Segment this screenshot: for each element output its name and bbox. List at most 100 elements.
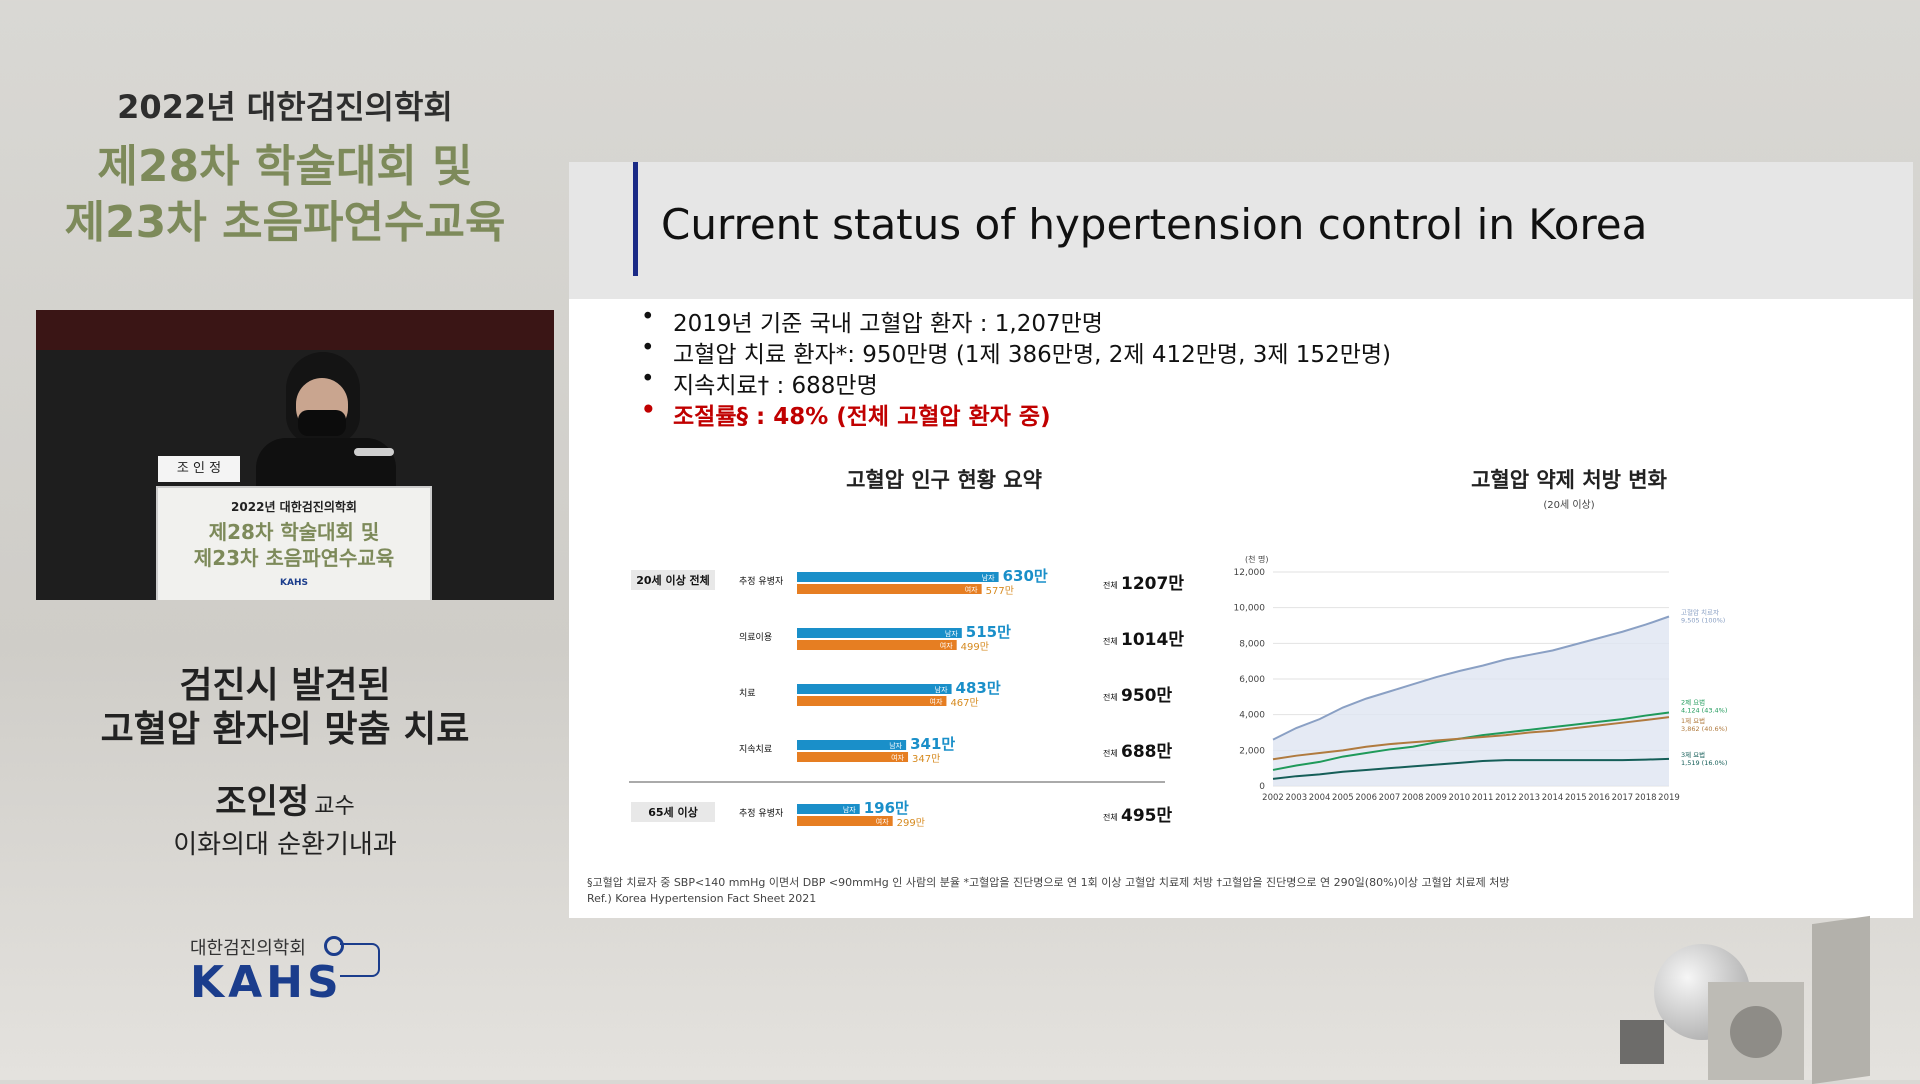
- female-series-label: 여자: [940, 641, 953, 650]
- female-value-label: 299만: [897, 817, 925, 829]
- female-series-label: 여자: [876, 817, 889, 826]
- series-end-label: 4,124 (43.4%): [1681, 706, 1727, 714]
- series-end-label: 3,862 (40.6%): [1681, 725, 1727, 733]
- male-series-label: 남자: [945, 629, 958, 638]
- series-end-label: 9,505 (100%): [1681, 616, 1725, 624]
- decor-frame-hole: [1730, 1006, 1782, 1058]
- y-tick-label: 6,000: [1239, 675, 1265, 685]
- x-tick-label: 2006: [1355, 793, 1377, 803]
- podium-line3: 제23차 초음파연수교육: [193, 546, 395, 570]
- male-bar: [797, 804, 860, 814]
- x-tick-label: 2003: [1285, 793, 1307, 803]
- category-label: 지속치료: [739, 743, 772, 755]
- speaker-video: 조 인 정 2022년 대한검진의학회 제28차 학술대회 및 제23차 초음파…: [36, 310, 554, 600]
- x-tick-label: 2018: [1635, 793, 1657, 803]
- bullet-text: 지속치료† : 688만명: [673, 373, 878, 399]
- x-tick-label: 2004: [1309, 793, 1331, 803]
- total-value: 688만: [1121, 742, 1172, 762]
- male-bar: [797, 684, 952, 694]
- talk-title-line2: 고혈압 환자의 맞춤 치료: [100, 709, 470, 750]
- conference-year-title: 2022년 대한검진의학회: [117, 88, 453, 126]
- x-tick-label: 2002: [1262, 793, 1284, 803]
- slide-title: Current status of hypertension control i…: [661, 200, 1648, 249]
- bullet-item: • 지속치료† : 688만명: [641, 366, 878, 399]
- bullet-text: 2019년 기준 국내 고혈압 환자 : 1,207만명: [673, 311, 1103, 337]
- total-value: 950만: [1121, 686, 1172, 706]
- speaker-name: 조인정: [215, 782, 310, 822]
- speaker-rank: 교수: [314, 794, 355, 819]
- series-name-label: 고혈압 치료자: [1681, 607, 1719, 616]
- podium-line1: 2022년 대한검진의학회: [231, 500, 357, 514]
- left-panel: 2022년 대한검진의학회 제28차 학술대회 및 제23차 초음파연수교육 조…: [0, 0, 570, 1080]
- female-value-label: 347만: [912, 753, 940, 765]
- stage-backdrop: [36, 310, 554, 350]
- presentation-slide: Current status of hypertension control i…: [569, 162, 1913, 918]
- female-bar: [797, 584, 982, 594]
- x-tick-label: 2015: [1565, 793, 1587, 803]
- female-bar: [797, 640, 957, 650]
- group-label: 20세 이상 전체: [636, 573, 710, 587]
- x-tick-label: 2012: [1495, 793, 1517, 803]
- microphone-icon: [354, 448, 394, 456]
- presenter-mask: [298, 410, 346, 436]
- x-tick-label: 2019: [1658, 793, 1680, 803]
- male-value-label: 483만: [956, 679, 1001, 697]
- female-value-label: 577만: [986, 585, 1014, 597]
- category-label: 추정 유병자: [739, 808, 784, 819]
- conference-session-title: 제28차 학술대회 및: [97, 141, 473, 192]
- conference-course-title: 제23차 초음파연수교육: [64, 197, 506, 248]
- x-tick-label: 2011: [1472, 793, 1494, 803]
- male-series-label: 남자: [935, 685, 948, 694]
- bullet-text: 고혈압 치료 환자*: 950만명 (1제 386만명, 2제 412만명, 3…: [673, 342, 1391, 368]
- total-prefix: 전체: [1103, 636, 1118, 646]
- total-area: [1273, 616, 1669, 786]
- bullet-item: • 2019년 기준 국내 고혈압 환자 : 1,207만명: [641, 304, 1103, 337]
- male-value-label: 341만: [910, 735, 955, 753]
- group-label-box: [631, 802, 715, 822]
- female-bar: [797, 816, 893, 826]
- slide-footnote: §고혈압 치료자 중 SBP<140 mmHg 이면서 DBP <90mmHg …: [587, 876, 1510, 889]
- series-name-label: 3제 요법: [1681, 750, 1705, 759]
- decor-frame: [1708, 982, 1804, 1080]
- header-accent-bar: [633, 162, 638, 276]
- group-label: 65세 이상: [648, 805, 698, 819]
- x-tick-label: 2005: [1332, 793, 1354, 803]
- female-series-label: 여자: [891, 753, 904, 762]
- female-value-label: 467만: [950, 697, 978, 709]
- group-label-box: [631, 570, 715, 590]
- bullet-item: • 고혈압 치료 환자*: 950만명 (1제 386만명, 2제 412만명, …: [641, 335, 1391, 368]
- y-tick-label: 10,000: [1234, 604, 1266, 614]
- bullet-text: 조절률§ : 48% (전체 고혈압 환자 중): [673, 404, 1051, 430]
- speaker-nameplate: 조 인 정: [158, 456, 240, 482]
- female-series-label: 여자: [930, 697, 943, 706]
- podium-line2: 제28차 학술대회 및: [208, 520, 380, 544]
- series-line: [1272, 615, 1670, 741]
- logo-korean-text: 대한검진의학회: [190, 938, 306, 959]
- logo-english-text: KAHS: [190, 957, 343, 1008]
- male-series-label: 남자: [982, 573, 995, 582]
- y-tick-label: 12,000: [1234, 568, 1266, 578]
- talk-title-line1: 검진시 발견된: [179, 665, 391, 706]
- male-series-label: 남자: [843, 805, 856, 814]
- total-prefix: 전체: [1103, 748, 1118, 758]
- male-value-label: 630만: [1003, 567, 1048, 585]
- decor-cube: [1620, 1020, 1664, 1064]
- slide-reference: Ref.) Korea Hypertension Fact Sheet 2021: [587, 892, 817, 905]
- x-tick-label: 2017: [1612, 793, 1634, 803]
- total-prefix: 전체: [1103, 692, 1118, 702]
- series-end-label: 1,519 (16.0%): [1681, 759, 1727, 767]
- line-chart-subtitle: (20세 이상): [1543, 500, 1595, 511]
- kahs-logo: 대한검진의학회 KAHS: [190, 934, 380, 1008]
- total-value: 1207만: [1121, 574, 1184, 594]
- series-line: [1272, 757, 1670, 780]
- line-chart-title: 고혈압 약제 처방 변화: [1471, 468, 1667, 492]
- y-tick-label: 4,000: [1239, 711, 1265, 721]
- female-bar: [797, 752, 909, 762]
- female-value-label: 499만: [961, 641, 989, 653]
- x-tick-label: 2007: [1379, 793, 1401, 803]
- x-tick-label: 2013: [1518, 793, 1540, 803]
- male-bar: [797, 572, 999, 582]
- y-axis-unit: (천 명): [1245, 554, 1269, 564]
- total-prefix: 전체: [1103, 812, 1118, 822]
